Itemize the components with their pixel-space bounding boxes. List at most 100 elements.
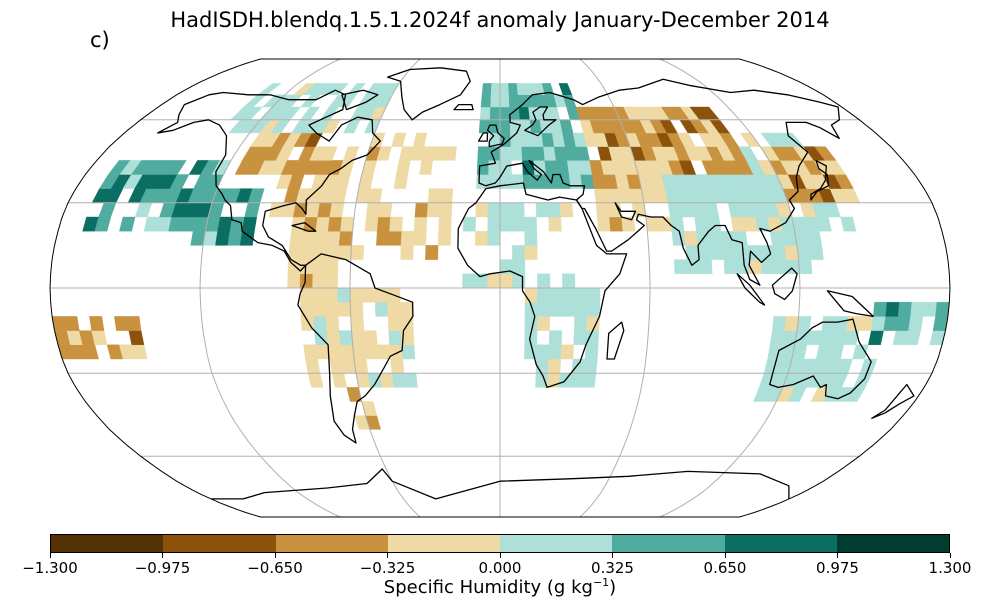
anomaly-cell — [337, 302, 351, 317]
anomaly-cell — [437, 231, 452, 246]
anomaly-cell — [796, 316, 812, 331]
anomaly-cell — [390, 358, 405, 374]
anomaly-cell — [605, 188, 621, 203]
anomaly-cell — [317, 202, 333, 218]
anomaly-cell — [324, 259, 339, 274]
colorbar-tick-mark — [837, 553, 838, 558]
anomaly-cell — [314, 231, 329, 246]
anomaly-cell — [510, 132, 522, 147]
anomaly-cell — [730, 216, 746, 232]
anomaly-cell — [559, 202, 574, 218]
anomaly-cell — [769, 231, 785, 246]
anomaly-cell — [868, 330, 884, 345]
coastline-antarctica — [211, 468, 790, 500]
anomaly-cell — [510, 146, 523, 161]
anomaly-cell — [703, 202, 720, 218]
anomaly-cell — [585, 330, 600, 345]
anomaly-cell — [403, 373, 418, 388]
colorbar-segment — [275, 535, 388, 552]
anomaly-cell — [833, 316, 849, 331]
anomaly-cell — [326, 330, 341, 345]
anomaly-cell — [561, 302, 576, 317]
anomaly-cell — [885, 302, 900, 317]
anomaly-cell — [362, 287, 376, 303]
colorbar-tick-label: 0.000 — [478, 559, 522, 577]
coastline-madagascar — [606, 321, 625, 360]
anomaly-cell — [694, 216, 709, 232]
anomaly-cell — [814, 146, 837, 161]
colorbar-tick-label: 0.325 — [591, 559, 634, 577]
anomaly-cell — [114, 316, 130, 331]
anomaly-cell — [922, 302, 938, 317]
anomaly-cell — [426, 202, 441, 218]
anomaly-cell — [524, 287, 538, 303]
coastline-africa — [457, 182, 628, 389]
anomaly-cell — [488, 146, 501, 161]
anomaly-cell — [773, 259, 788, 274]
anomaly-cell — [305, 358, 321, 374]
anomaly-cell — [508, 94, 520, 108]
anomaly-cell — [499, 94, 510, 108]
anomaly-cell — [289, 231, 304, 246]
anomaly-cell — [312, 287, 326, 303]
anomaly-cell — [535, 358, 549, 374]
anomaly-cell — [574, 287, 588, 303]
anomaly-cell — [489, 106, 501, 120]
anomaly-cell — [128, 330, 145, 345]
anomaly-cell — [871, 316, 886, 331]
anomaly-cell — [508, 83, 519, 95]
colorbar-segment — [500, 535, 613, 552]
coastline-baffin — [341, 89, 379, 111]
anomaly-cell — [329, 358, 345, 374]
meridian-line — [659, 58, 801, 518]
anomaly-cell — [548, 344, 562, 360]
anomaly-cell — [338, 231, 353, 246]
anomaly-cell — [536, 344, 550, 360]
anomaly-cell — [243, 94, 268, 108]
anomaly-map — [49, 58, 951, 518]
anomaly-cell — [299, 273, 314, 289]
anomaly-cell — [524, 231, 538, 246]
colorbar-tick-mark — [387, 553, 388, 558]
anomaly-cell — [524, 216, 538, 232]
anomaly-cell — [303, 344, 318, 360]
anomaly-cell — [524, 245, 538, 260]
anomaly-cell — [427, 188, 442, 203]
anomaly-cell — [586, 302, 601, 317]
anomaly-cell — [379, 373, 395, 388]
coastline-sumatra — [736, 273, 766, 306]
anomaly-cell — [349, 287, 363, 303]
anomaly-cell — [479, 106, 491, 120]
anomaly-cell — [560, 344, 574, 360]
anomaly-cell — [414, 202, 429, 218]
anomaly-cell — [119, 216, 136, 232]
anomaly-cell — [512, 245, 526, 260]
anomaly-cell — [499, 106, 511, 120]
colorbar-tick-mark — [724, 553, 726, 558]
anomaly-cell — [910, 302, 925, 317]
anomaly-cell — [784, 316, 799, 331]
anomaly-cell — [389, 216, 403, 232]
anomaly-cell — [374, 302, 389, 317]
colorbar-tick-mark — [612, 553, 613, 558]
anomaly-cell — [772, 316, 787, 331]
anomaly-cell — [215, 231, 231, 246]
anomaly-cell — [443, 146, 457, 161]
anomaly-cell — [499, 273, 513, 289]
anomaly-cell — [438, 216, 452, 232]
anomaly-cell — [549, 287, 563, 303]
anomaly-cell — [772, 245, 787, 260]
anomaly-cell — [558, 83, 573, 95]
anomaly-cell — [609, 216, 624, 232]
anomaly-cell — [350, 245, 365, 260]
anomaly-cell — [736, 259, 750, 274]
anomaly-cell — [574, 316, 588, 331]
anomaly-cell — [488, 160, 501, 175]
anomaly-cell — [487, 202, 501, 218]
anomaly-cell — [549, 302, 563, 317]
anomaly-cell — [364, 216, 379, 232]
anomaly-cell — [584, 344, 599, 360]
anomaly-cell — [580, 174, 595, 189]
anomaly-cell — [524, 316, 538, 331]
anomaly-cell — [935, 302, 950, 317]
